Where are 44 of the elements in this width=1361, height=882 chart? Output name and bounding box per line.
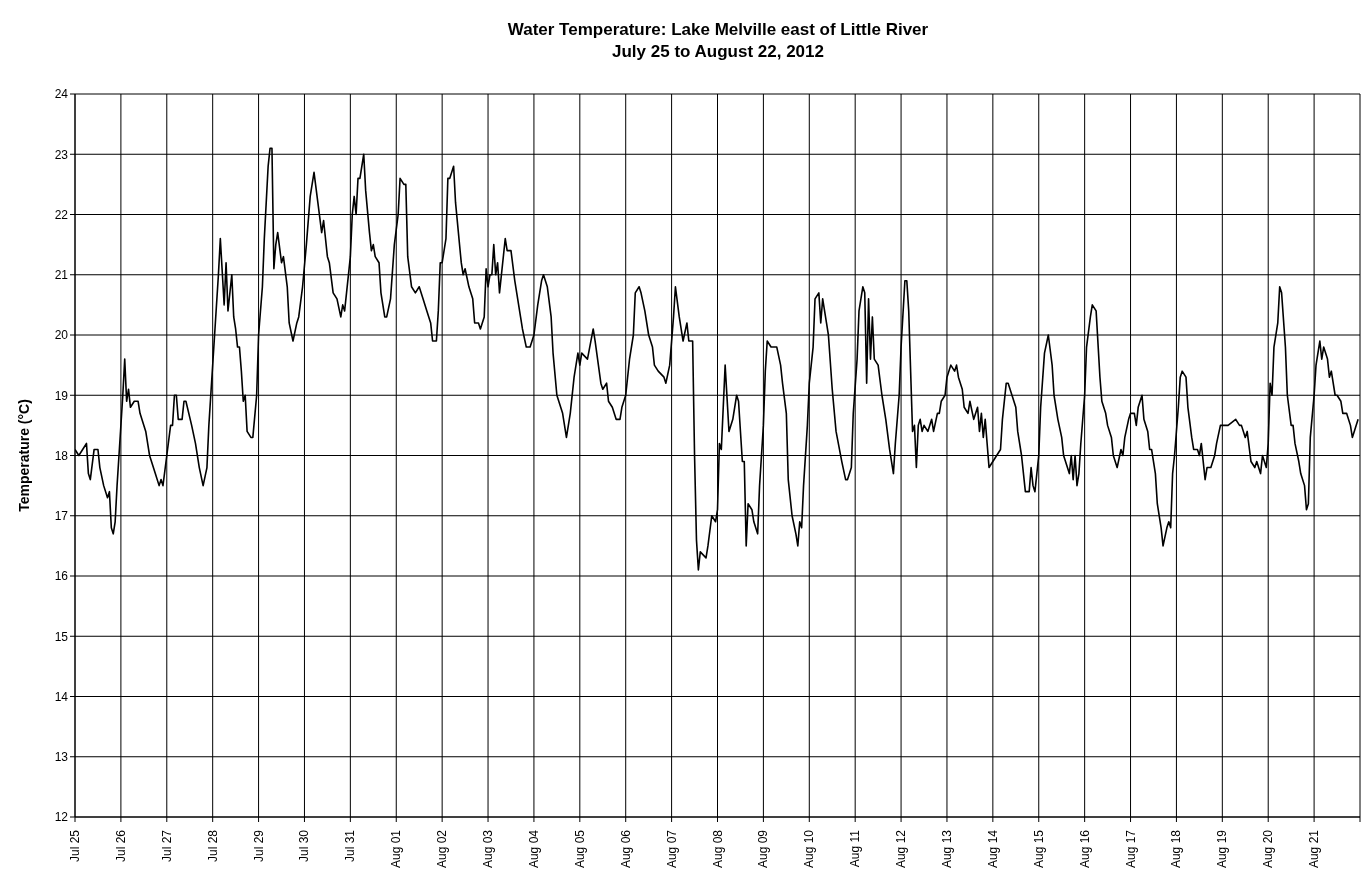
chart-subtitle: July 25 to August 22, 2012: [611, 41, 825, 63]
x-tick-label: Aug 06: [618, 829, 633, 869]
x-tick-label: Jul 28: [205, 829, 220, 863]
x-tick-label: Aug 14: [985, 829, 1000, 869]
x-tick-label: Aug 10: [802, 829, 817, 869]
x-tick-label: Aug 11: [848, 829, 863, 868]
x-tick-label: Aug 18: [1169, 829, 1184, 869]
x-tick-label: Jul 26: [113, 829, 128, 863]
y-tick-label: 12: [54, 810, 69, 825]
y-tick-label: 15: [54, 629, 69, 644]
y-tick-label: 19: [54, 388, 69, 403]
y-tick-label: 24: [54, 87, 69, 102]
x-tick-label: Aug 09: [756, 829, 771, 869]
y-tick-label: 23: [54, 147, 69, 162]
y-tick-label: 17: [54, 509, 69, 524]
y-tick-label: 18: [54, 448, 69, 463]
x-tick-label: Jul 31: [343, 829, 358, 863]
y-tick-label: 13: [54, 750, 69, 765]
x-tick-label: Aug 03: [481, 829, 496, 869]
y-tick-label: 14: [54, 689, 69, 704]
x-tick-label: Jul 29: [251, 829, 266, 863]
x-tick-label: Aug 17: [1123, 829, 1138, 869]
chart-title: Water Temperature: Lake Melville east of Little River: [506, 19, 930, 41]
x-tick-label: Aug 12: [894, 829, 909, 869]
x-tick-label: Aug 07: [664, 829, 679, 869]
x-tick-label: Aug 16: [1077, 829, 1092, 869]
y-axis-title: Temperature (°C): [15, 399, 32, 512]
x-tick-label: Aug 15: [1031, 829, 1046, 869]
x-tick-label: Aug 04: [526, 829, 541, 869]
x-tick-label: Aug 21: [1307, 829, 1322, 869]
x-tick-label: Jul 27: [159, 829, 174, 863]
y-tick-label: 21: [54, 268, 69, 283]
x-tick-label: Aug 08: [710, 829, 725, 869]
x-tick-label: Aug 05: [572, 829, 587, 869]
x-tick-label: Aug 19: [1215, 829, 1230, 869]
x-tick-label: Aug 01: [389, 829, 404, 869]
x-tick-label: Aug 20: [1261, 829, 1276, 869]
y-tick-label: 22: [54, 207, 69, 222]
y-tick-label: 20: [54, 328, 69, 343]
y-tick-label: 16: [54, 569, 69, 584]
x-tick-label: Aug 02: [435, 829, 450, 869]
x-tick-label: Jul 25: [68, 829, 82, 863]
x-tick-label: Jul 30: [297, 829, 312, 863]
x-tick-label: Aug 13: [939, 829, 954, 869]
